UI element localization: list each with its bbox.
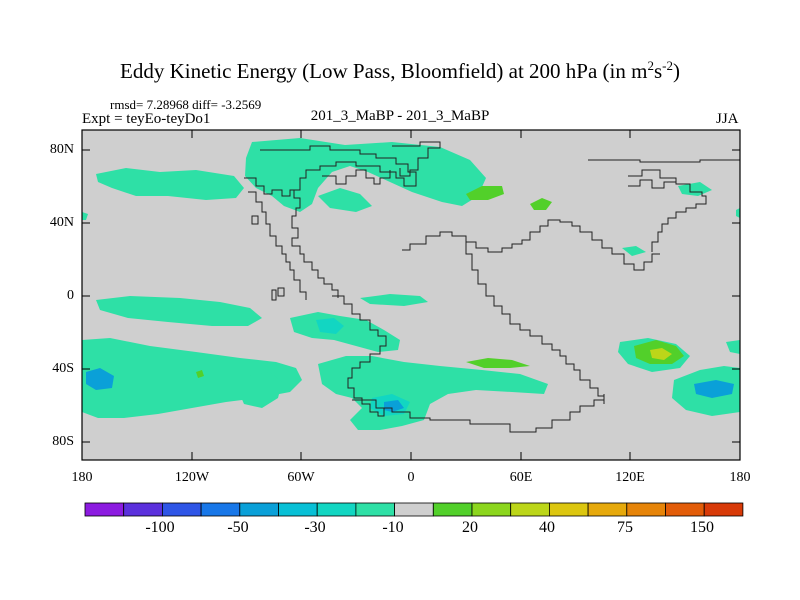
experiment-label: Expt = teyEo-teyDo1 xyxy=(82,111,211,127)
coast-greenland xyxy=(392,141,441,177)
coastlines xyxy=(244,141,740,433)
colorbar-box xyxy=(161,502,202,517)
colorbar-box xyxy=(394,502,434,517)
contour-teal-e-edge xyxy=(736,208,740,218)
contour-blue-southatlantic xyxy=(384,400,404,412)
colorbar-box xyxy=(549,502,589,517)
coast-eurasia-north xyxy=(628,169,707,252)
colorbar-box xyxy=(471,502,512,517)
contour-teal-dateline-south xyxy=(190,358,204,368)
contour-blue-southpacific-west xyxy=(86,368,114,390)
colorbar-box xyxy=(84,502,125,517)
colorbar-box xyxy=(316,502,357,517)
colorbar-box xyxy=(510,502,550,517)
y-label-80n: 80N xyxy=(49,142,74,157)
coast-antarctica xyxy=(352,394,605,433)
coast-arctic-russia xyxy=(588,159,740,163)
coast-africa-europe xyxy=(402,219,660,271)
contour-teal-arctic xyxy=(245,138,486,212)
colorbar-label-neg50: -50 xyxy=(227,519,249,536)
colorbar-box xyxy=(432,502,473,517)
x-label-180e: 180 xyxy=(729,470,751,485)
y-label-40n: 40N xyxy=(49,215,74,230)
contour-teal-southpacific xyxy=(238,372,282,408)
contour-teal-pacific-north xyxy=(96,168,244,200)
y-label-80s: 80S xyxy=(52,434,74,449)
colorbar-label-20: 20 xyxy=(462,519,478,536)
comparison-label: 201_3_MaBP - 201_3_MaBP xyxy=(310,108,490,124)
contour-green-n-atlantic xyxy=(466,186,504,200)
season-label: JJA xyxy=(716,111,739,127)
colorbar-label-neg100: -100 xyxy=(145,519,175,536)
contour-blue-australia-south xyxy=(694,380,734,398)
colorbar-box xyxy=(355,502,395,517)
colorbar-label-neg30: -30 xyxy=(304,519,326,536)
contour-teal-southeast xyxy=(726,340,740,354)
coast-arctic-islands xyxy=(322,169,391,185)
y-ticks xyxy=(82,149,740,443)
contour-teal-pacific-equator xyxy=(96,296,262,326)
colorbar-box xyxy=(665,502,705,517)
y-label-0: 0 xyxy=(67,288,74,303)
contour-teal-w-edge xyxy=(82,212,88,220)
x-label-120w: 120W xyxy=(174,470,210,485)
colorbar-box xyxy=(703,502,744,517)
contour-teal-atlantic-equator xyxy=(360,294,428,306)
contour-cyan-southamerica xyxy=(316,318,344,334)
x-label-120e: 120E xyxy=(615,470,645,485)
x-label-60w: 60W xyxy=(287,470,315,485)
contour-teal-ne-pacific xyxy=(678,182,712,196)
contour-teal-canada-south xyxy=(318,188,372,212)
x-label-60e: 60E xyxy=(509,470,533,485)
colorbar-box xyxy=(278,502,318,517)
colorbar xyxy=(84,502,744,517)
contour-green-small-pacific xyxy=(196,370,204,378)
contour-green-europe xyxy=(530,198,552,210)
colorbar-box xyxy=(123,502,163,517)
colorbar-label-40: 40 xyxy=(539,519,555,536)
coast-africa-east xyxy=(465,242,605,404)
contour-teal-w-pacific-north xyxy=(622,246,646,256)
coast-west-canada xyxy=(248,191,307,300)
contour-yellow-nz xyxy=(650,348,672,360)
colorbar-box xyxy=(587,502,628,517)
coast-alaska xyxy=(244,177,296,197)
colorbar-label-150: 150 xyxy=(690,519,714,536)
x-label-0: 0 xyxy=(407,470,415,485)
colorbar-box xyxy=(200,502,241,517)
colorbar-label-neg10: -10 xyxy=(382,519,404,536)
contour-fields xyxy=(82,138,740,430)
stats-label: rmsd= 7.28968 diff= -3.2569 xyxy=(110,97,262,112)
colorbar-label-75: 75 xyxy=(617,519,633,536)
contour-green-south-atlantic xyxy=(466,358,530,368)
y-label-40s: 40S xyxy=(52,361,74,376)
x-label-180w: 180 xyxy=(71,470,93,485)
colorbar-box xyxy=(239,502,279,517)
plot-title: Eddy Kinetic Energy (Low Pass, Bloomfiel… xyxy=(120,58,680,83)
coast-south-america xyxy=(332,295,387,417)
coast-north-america xyxy=(260,145,417,298)
x-ticks xyxy=(81,130,741,460)
colorbar-box xyxy=(626,502,666,517)
coast-islands-pacific xyxy=(251,215,285,301)
coast-asia-top xyxy=(628,179,676,189)
